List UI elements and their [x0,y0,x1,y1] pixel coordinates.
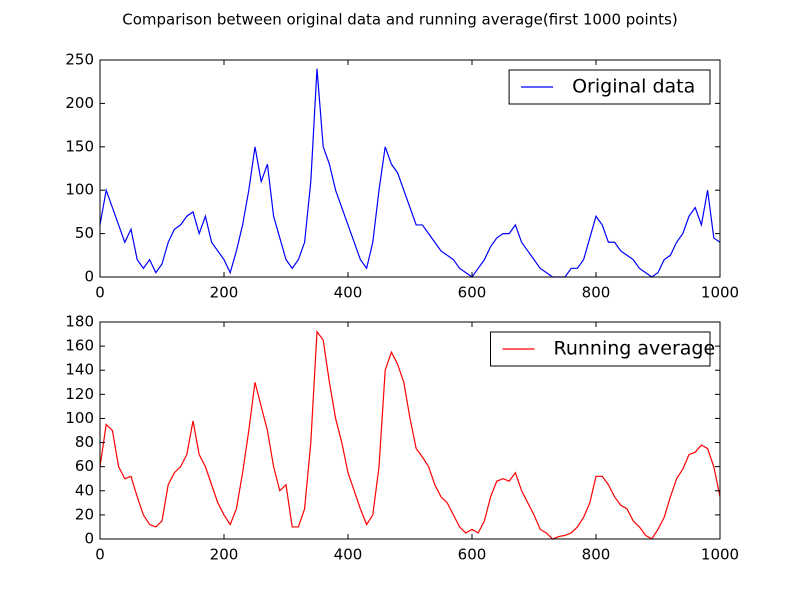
y-tick-label: 150 [65,137,94,155]
y-tick-label: 50 [75,224,94,242]
y-tick-label: 200 [65,94,94,112]
x-tick-label: 400 [334,284,363,302]
x-tick-label: 600 [458,284,487,302]
y-tick-label: 40 [75,481,94,499]
data-line [99,329,721,540]
x-tick-label: 600 [458,546,487,564]
x-tick-label: 200 [210,546,239,564]
y-tick-label: 0 [84,530,94,548]
x-tick-label: 800 [582,546,611,564]
x-tick-label: 400 [334,546,363,564]
y-tick-label: 100 [65,409,94,427]
y-tick-label: 80 [75,433,94,451]
legend-label: Running average [554,338,716,360]
y-tick-label: 20 [75,505,94,523]
y-tick-label: 120 [65,385,94,403]
y-tick-label: 100 [65,181,94,199]
y-tick-label: 140 [65,361,94,379]
legend-label: Original data [572,76,695,98]
y-tick-label: 250 [65,51,94,69]
x-tick-label: 200 [210,284,239,302]
y-tick-label: 180 [65,313,94,331]
axes-frame [99,321,721,540]
y-tick-label: 160 [65,337,94,355]
figure-title: Comparison between original data and run… [122,11,677,29]
y-tick-label: 0 [84,268,94,286]
y-tick-label: 60 [75,457,94,475]
x-tick-label: 1000 [701,284,739,302]
x-tick-label: 0 [95,284,105,302]
axes-frame [99,59,721,278]
x-tick-label: 0 [95,546,105,564]
x-tick-label: 1000 [701,546,739,564]
data-line [99,68,721,278]
x-tick-label: 800 [582,284,611,302]
